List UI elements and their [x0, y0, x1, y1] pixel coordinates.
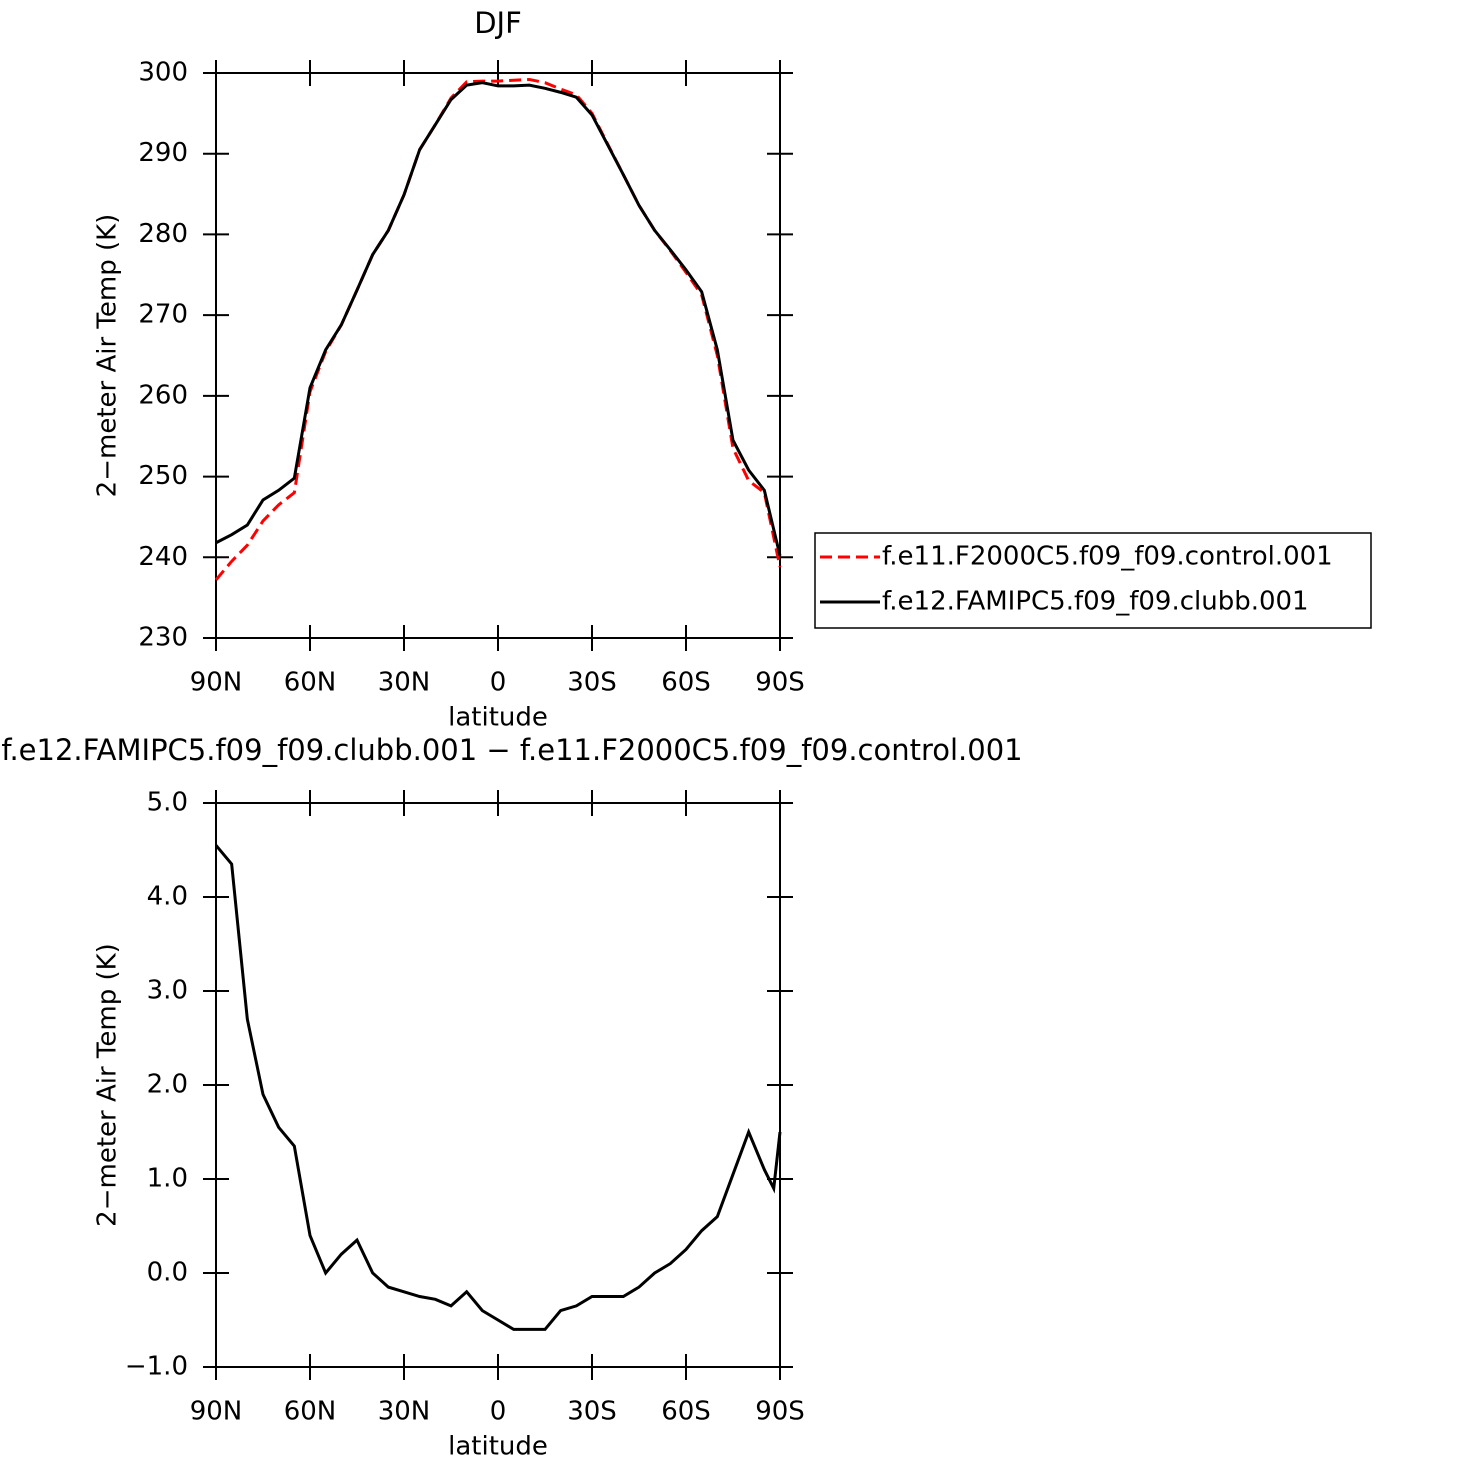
y-tick-label: 5.0	[147, 788, 188, 818]
x-tick-label: 60N	[284, 668, 337, 698]
x-tick-label: 60S	[661, 1397, 711, 1427]
chart-title: f.e12.FAMIPC5.f09_f09.clubb.001 − f.e11.…	[1, 733, 1022, 767]
y-tick-label: 2.0	[147, 1070, 188, 1100]
data-line	[215, 81, 782, 557]
y-tick-label: 3.0	[147, 976, 188, 1006]
y-tick-label: 0.0	[147, 1258, 188, 1288]
data-line	[214, 844, 782, 1331]
y-tick-label: 300	[138, 58, 188, 88]
x-tick-label: 90S	[755, 1397, 805, 1427]
data-line	[214, 77, 782, 581]
x-tick-label: 30S	[567, 1397, 617, 1427]
y-axis-label: 2−meter Air Temp (K)	[93, 943, 123, 1227]
x-tick-label: 60S	[661, 668, 711, 698]
plot-frame	[215, 802, 781, 1368]
y-tick-label: 270	[138, 300, 188, 330]
x-tick-label: 30N	[378, 1397, 431, 1427]
y-tick-label: 230	[138, 623, 188, 653]
y-tick-label: 260	[138, 380, 188, 410]
x-tick-label: 90N	[190, 668, 243, 698]
y-tick-label: 4.0	[147, 882, 188, 912]
legend-label: f.e11.F2000C5.f09_f09.control.001	[882, 542, 1333, 572]
x-tick-label: 90N	[190, 1397, 243, 1427]
x-tick-label: 30N	[378, 668, 431, 698]
x-tick-label: 0	[490, 1397, 507, 1427]
x-tick-label: 60N	[284, 1397, 337, 1427]
y-tick-label: 280	[138, 219, 188, 249]
x-axis-label: latitude	[448, 703, 548, 733]
y-tick-label: 250	[138, 461, 188, 491]
x-axis-label: latitude	[448, 1432, 548, 1462]
y-axis-label: 2−meter Air Temp (K)	[93, 214, 123, 498]
plot-frame	[215, 72, 781, 639]
x-tick-label: 0	[490, 668, 507, 698]
x-tick-label: 30S	[567, 668, 617, 698]
chart-title: DJF	[474, 6, 522, 40]
legend-box	[814, 532, 1372, 629]
y-tick-label: 290	[138, 138, 188, 168]
x-tick-label: 90S	[755, 668, 805, 698]
legend-label: f.e12.FAMIPC5.f09_f09.clubb.001	[882, 587, 1309, 617]
y-tick-label: −1.0	[125, 1352, 188, 1382]
y-tick-label: 240	[138, 542, 188, 572]
y-tick-label: 1.0	[147, 1164, 188, 1194]
